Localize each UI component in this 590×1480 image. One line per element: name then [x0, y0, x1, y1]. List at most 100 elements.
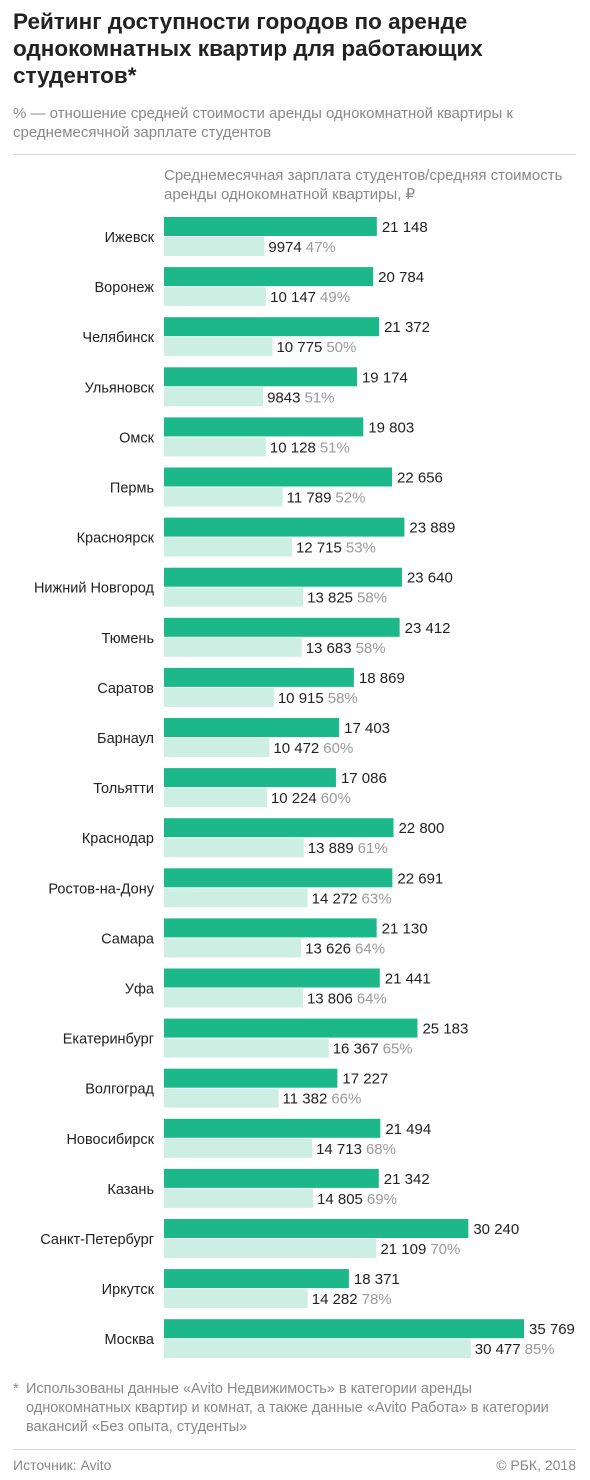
- rent-value-label: 14 713: [316, 1141, 362, 1158]
- salary-bar: [164, 667, 354, 687]
- salary-bar: [164, 517, 405, 537]
- salary-bar: [164, 1068, 338, 1088]
- category-label: Екатеринбург: [63, 1032, 154, 1048]
- salary-bar: [164, 1118, 381, 1138]
- rent-bar: [164, 738, 270, 757]
- rent-bar: [164, 287, 267, 307]
- rent-value-label: 13 806: [307, 991, 353, 1008]
- rent-value-label: 13 626: [305, 940, 351, 957]
- rent-value-label: 10 472: [273, 740, 319, 757]
- percent-label: 49%: [320, 289, 350, 306]
- category-label: Москва: [104, 1332, 154, 1348]
- percent-label: 58%: [357, 590, 387, 607]
- divider: [13, 154, 576, 155]
- percent-label: 52%: [335, 490, 365, 507]
- salary-bar: [164, 617, 400, 637]
- rent-bar: [164, 788, 267, 808]
- rent-value-label: 11 382: [283, 1091, 328, 1108]
- rent-value-label: 10 224: [271, 790, 317, 807]
- category-label: Иркутск: [102, 1282, 155, 1298]
- salary-value-label: 21 494: [385, 1121, 431, 1138]
- rent-value-label: 14 805: [317, 1191, 363, 1208]
- salary-bar: [164, 467, 393, 487]
- salary-bar: [164, 1219, 469, 1238]
- rent-bar: [164, 487, 283, 507]
- percent-label: 60%: [323, 740, 353, 757]
- salary-value-label: 22 800: [398, 820, 444, 837]
- percent-label: 58%: [328, 690, 358, 707]
- salary-bar: [164, 267, 374, 287]
- salary-value-label: 35 769: [529, 1321, 575, 1338]
- percent-label: 70%: [430, 1241, 460, 1258]
- rent-value-label: 10 915: [278, 690, 324, 707]
- footnote-text: Использованы данные «Avito Недвижимость»…: [26, 1381, 549, 1435]
- percent-label: 66%: [331, 1091, 361, 1108]
- percent-label: 64%: [355, 940, 385, 957]
- percent-label: 65%: [383, 1041, 413, 1058]
- rent-value-label: 13 889: [308, 840, 354, 857]
- salary-value-label: 22 656: [397, 470, 443, 487]
- percent-label: 85%: [525, 1341, 555, 1358]
- percent-label: 64%: [357, 991, 387, 1008]
- category-label: Челябинск: [82, 330, 154, 346]
- footnote: * Использованы данные «Avito Недвижимость…: [13, 1380, 573, 1437]
- rent-bar: [164, 1138, 313, 1158]
- category-label: Уфа: [125, 982, 155, 998]
- salary-bar: [164, 818, 394, 838]
- salary-bar: [164, 968, 380, 988]
- salary-value-label: 17 086: [341, 770, 387, 787]
- category-label: Волгоград: [85, 1082, 154, 1098]
- category-label: Санкт-Петербург: [40, 1232, 154, 1248]
- rent-value-label: 21 109: [380, 1241, 426, 1258]
- salary-bar: [164, 417, 364, 437]
- salary-value-label: 22 691: [397, 870, 443, 887]
- salary-value-label: 19 803: [368, 419, 414, 436]
- rent-value-label: 14 272: [312, 890, 358, 907]
- salary-value-label: 18 869: [359, 670, 405, 687]
- rent-bar: [164, 938, 302, 958]
- category-label: Новосибирск: [66, 1132, 154, 1148]
- rent-bar: [164, 1188, 314, 1208]
- salary-value-label: 21 148: [382, 219, 428, 236]
- divider: [13, 1449, 576, 1450]
- salary-value-label: 30 240: [473, 1221, 519, 1238]
- salary-value-label: 23 412: [405, 620, 451, 637]
- rent-value-label: 11 789: [287, 490, 332, 507]
- rent-bar: [164, 1088, 279, 1108]
- rent-value-label: 10 147: [270, 289, 316, 306]
- chart-title: Рейтинг доступности городов по аренде од…: [13, 9, 483, 88]
- percent-label: 69%: [367, 1191, 397, 1208]
- rent-value-label: 10 775: [276, 339, 322, 356]
- rent-bar: [164, 337, 273, 357]
- bar-chart: Ижевск 21 148 9974 47% Воронеж 20 784 10 147 49…: [34, 217, 575, 1359]
- rent-bar: [164, 687, 274, 707]
- salary-value-label: 20 784: [378, 269, 424, 286]
- category-label: Пермь: [110, 481, 154, 497]
- percent-label: 78%: [362, 1291, 392, 1308]
- salary-bar: [164, 217, 377, 236]
- rent-value-label: 12 715: [296, 540, 342, 557]
- salary-bar: [164, 868, 393, 888]
- category-label: Тольятти: [93, 781, 154, 797]
- salary-value-label: 21 342: [384, 1171, 430, 1188]
- source-note: Источник: Avito: [13, 1457, 112, 1473]
- rent-value-label: 10 128: [270, 439, 316, 456]
- rent-value-label: 13 825: [307, 590, 353, 607]
- category-label: Самара: [101, 931, 155, 947]
- category-label: Омск: [119, 430, 154, 446]
- chart-subtitle: % — отношение средней стоимости аренды о…: [13, 105, 513, 141]
- rent-bar: [164, 587, 304, 607]
- percent-label: 60%: [321, 790, 351, 807]
- salary-bar: [164, 317, 380, 337]
- percent-label: 68%: [366, 1141, 396, 1158]
- footnote-mark: *: [13, 1381, 19, 1397]
- category-label: Воронеж: [95, 280, 155, 296]
- rent-bar: [164, 537, 292, 557]
- category-label: Саратов: [97, 681, 154, 697]
- category-label: Барнаул: [97, 731, 154, 747]
- rent-bar: [164, 838, 304, 858]
- category-label: Ростов-на-Дону: [48, 881, 154, 897]
- salary-value-label: 25 183: [422, 1021, 468, 1038]
- category-label: Красноярск: [77, 531, 155, 547]
- salary-value-label: 21 130: [382, 920, 428, 937]
